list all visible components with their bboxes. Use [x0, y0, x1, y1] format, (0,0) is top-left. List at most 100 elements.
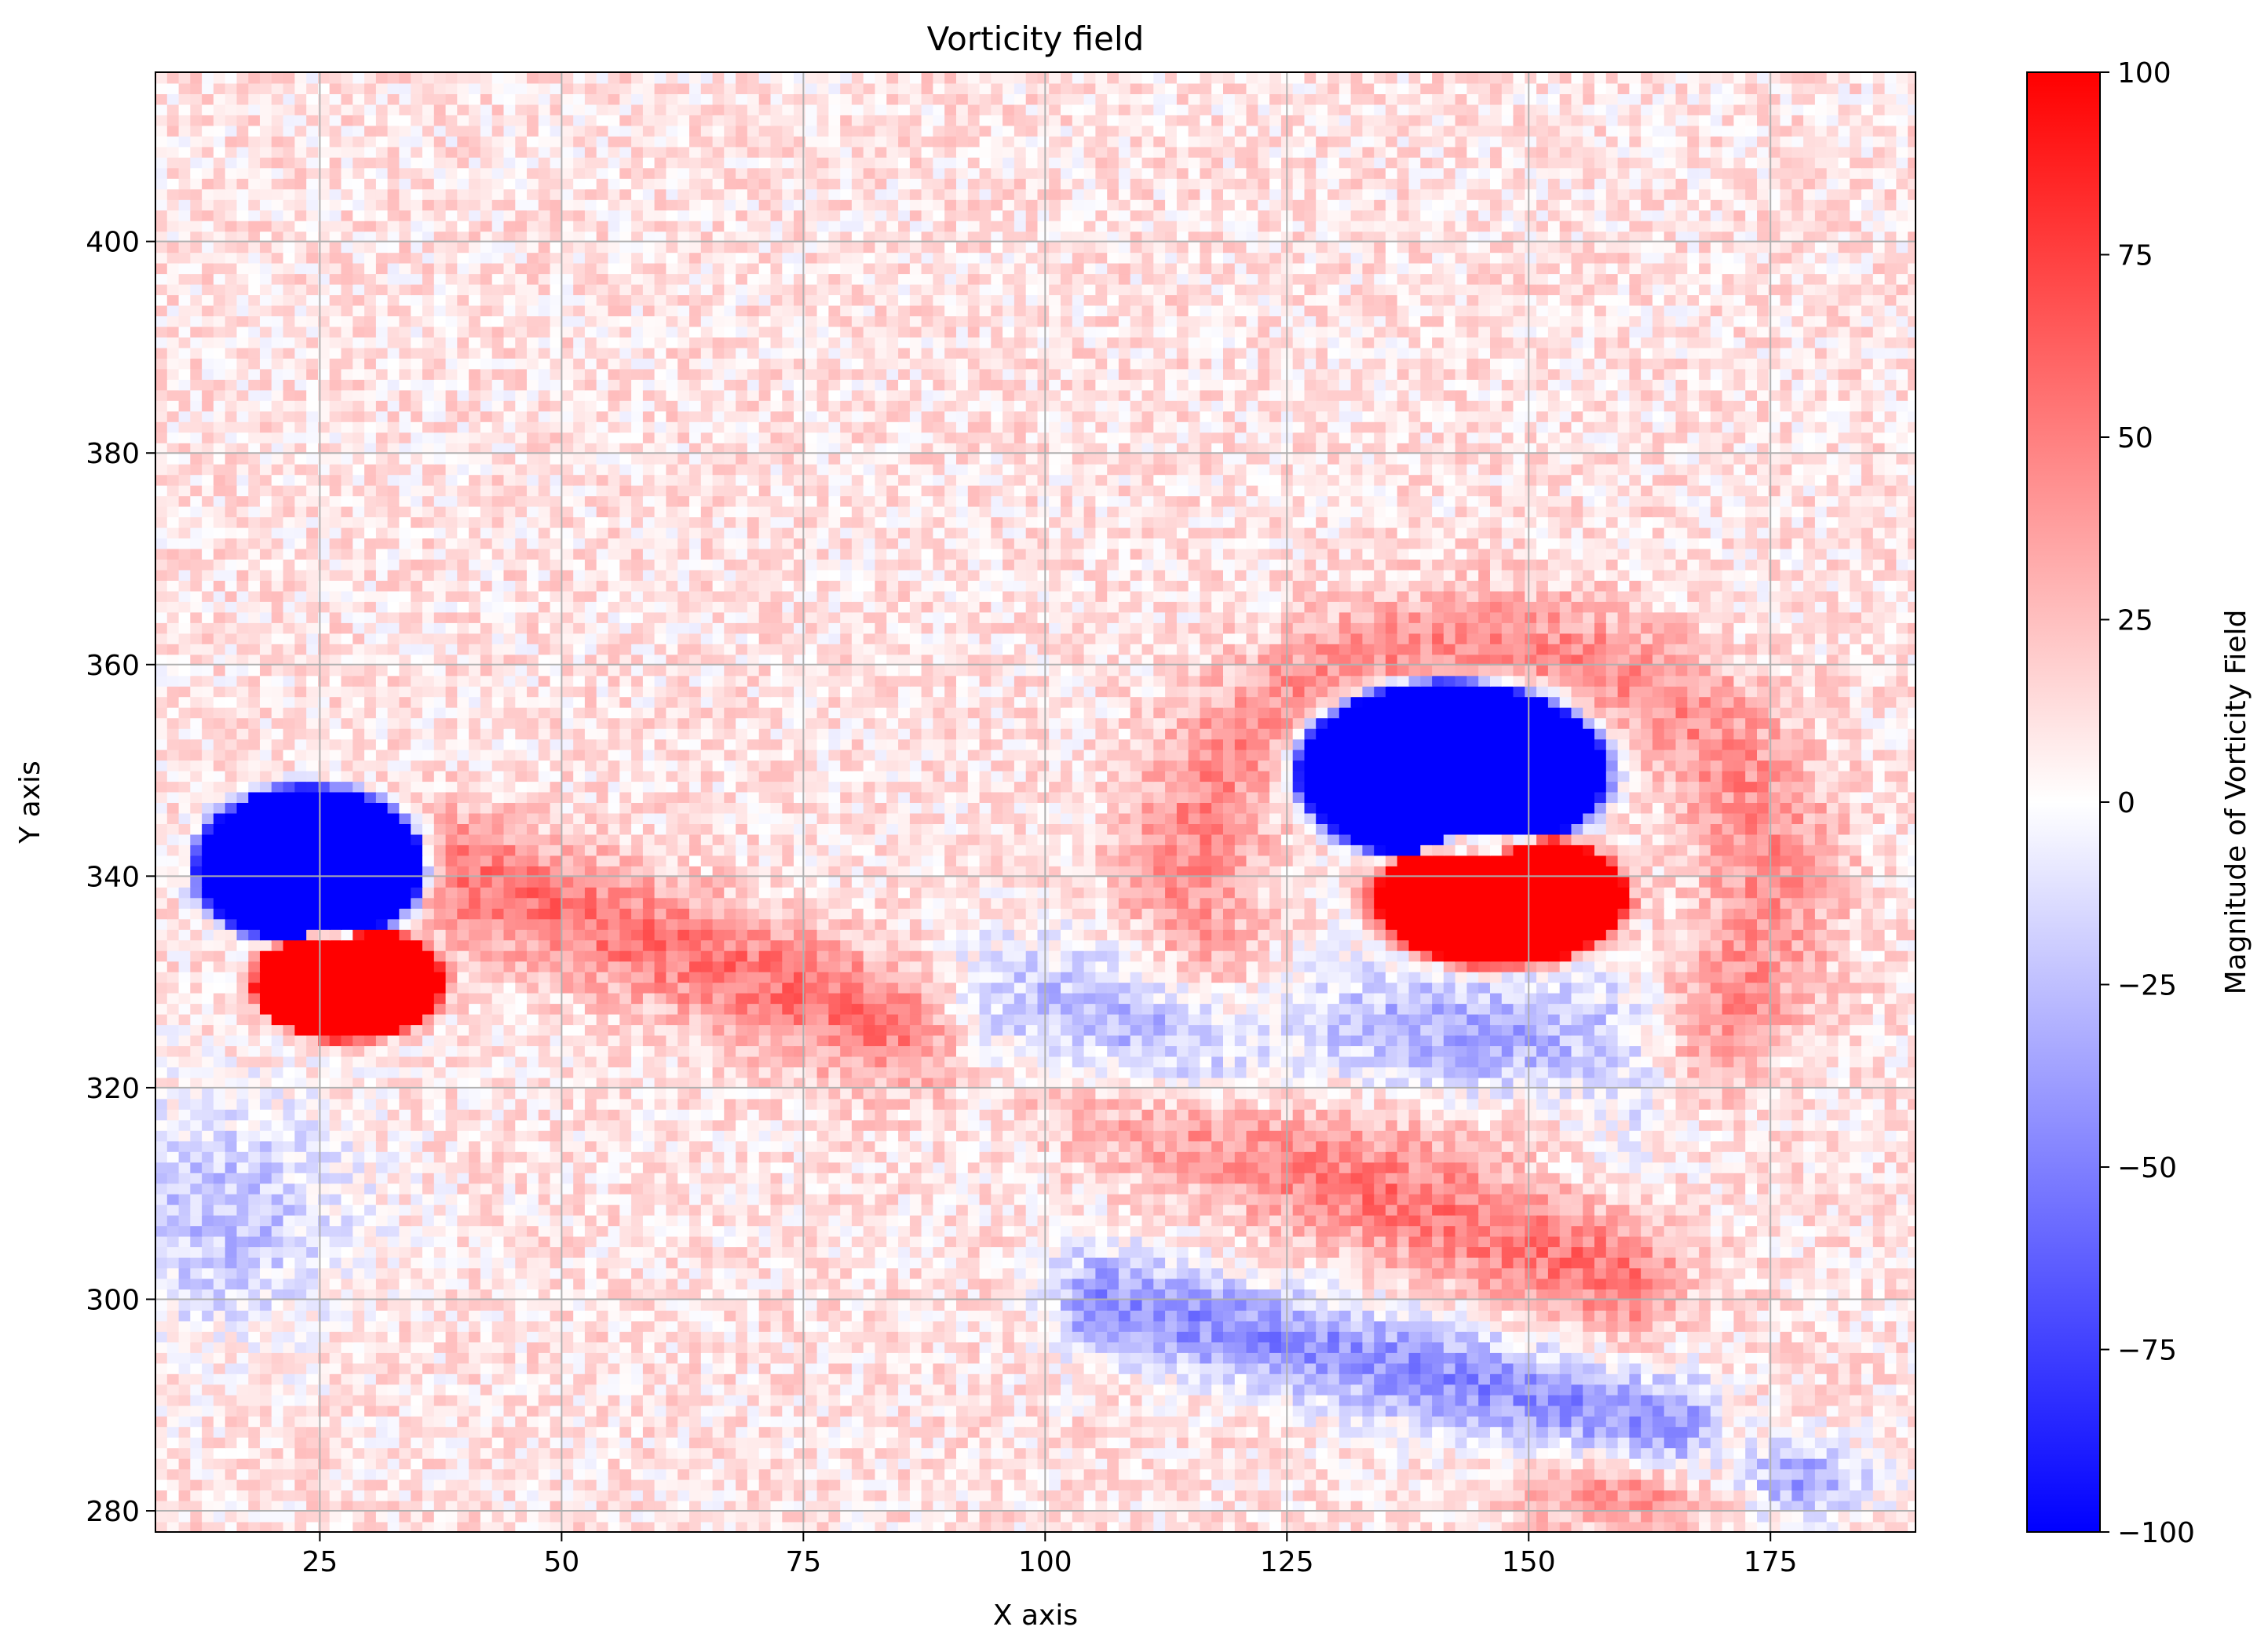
heatmap-cell	[202, 1194, 214, 1205]
heatmap-cell	[341, 1511, 354, 1523]
heatmap-cell	[1618, 1352, 1631, 1364]
heatmap-cell	[1374, 1405, 1386, 1417]
heatmap-cell	[655, 1236, 667, 1248]
heatmap-cell	[1444, 1300, 1456, 1311]
heatmap-cell	[655, 1395, 667, 1406]
heatmap-cell	[190, 1246, 203, 1258]
heatmap-cell	[1223, 1246, 1236, 1258]
heatmap-cell	[539, 1511, 551, 1523]
heatmap-cell	[597, 1479, 609, 1491]
heatmap-cell	[1095, 1479, 1108, 1491]
heatmap-cell	[1745, 1511, 1758, 1523]
heatmap-cell	[1038, 1511, 1050, 1523]
heatmap-cell	[1490, 1352, 1503, 1364]
heatmap-cell	[1687, 1278, 1700, 1290]
heatmap-cell	[1873, 1405, 1886, 1417]
heatmap-cell	[399, 1384, 411, 1395]
heatmap-cell	[1200, 1300, 1212, 1311]
heatmap-cell	[1107, 1183, 1119, 1195]
heatmap-cell	[1339, 1204, 1352, 1216]
heatmap-cell	[1386, 1490, 1398, 1501]
heatmap-cell	[1107, 1384, 1119, 1395]
heatmap-cell	[597, 1501, 609, 1512]
heatmap-cell	[376, 1416, 389, 1428]
heatmap-cell	[794, 1278, 806, 1290]
heatmap-cell	[1316, 1437, 1328, 1449]
heatmap-cell	[875, 1458, 888, 1470]
heatmap-cell	[504, 1225, 517, 1237]
heatmap-cell	[376, 1341, 389, 1353]
heatmap-cell	[585, 1246, 597, 1258]
heatmap-cell	[1316, 1384, 1328, 1395]
heatmap-cell	[1618, 1246, 1631, 1258]
heatmap-cell	[225, 1320, 238, 1332]
heatmap-cell	[1791, 1246, 1804, 1258]
heatmap-cell	[1084, 1352, 1097, 1364]
heatmap-cell	[1722, 1468, 1735, 1480]
heatmap-cell	[1583, 1194, 1595, 1205]
heatmap-cell	[1130, 1437, 1143, 1449]
heatmap-cell	[1908, 1204, 1920, 1216]
heatmap-cell	[1885, 1320, 1897, 1332]
heatmap-cell	[1687, 1183, 1700, 1195]
heatmap-cell	[1653, 1331, 1665, 1343]
heatmap-cell	[1791, 1362, 1804, 1374]
heatmap-cell	[248, 1447, 261, 1459]
heatmap-cell	[1815, 1267, 1828, 1279]
heatmap-cell	[1049, 1362, 1061, 1374]
heatmap-cell	[1455, 1289, 1468, 1300]
heatmap-cell	[980, 1501, 992, 1512]
heatmap-cell	[1003, 1267, 1015, 1279]
heatmap-cell	[956, 1490, 969, 1501]
heatmap-cell	[1211, 1468, 1224, 1480]
heatmap-cell	[655, 1246, 667, 1258]
heatmap-cell	[573, 1501, 586, 1512]
heatmap-cell	[794, 1416, 806, 1428]
heatmap-cell	[480, 1204, 493, 1216]
heatmap-cell	[1339, 1501, 1352, 1512]
heatmap-cell	[1722, 1225, 1735, 1237]
heatmap-cell	[886, 1479, 899, 1491]
heatmap-cell	[1861, 1405, 1874, 1417]
heatmap-cell	[561, 1437, 574, 1449]
heatmap-cell	[1200, 1490, 1212, 1501]
heatmap-cell	[179, 1447, 192, 1459]
heatmap-cell	[1409, 1267, 1422, 1279]
heatmap-cell	[1305, 1183, 1317, 1195]
heatmap-cell	[1397, 1405, 1410, 1417]
heatmap-cell	[1061, 1362, 1073, 1374]
heatmap-cell	[1548, 1352, 1561, 1364]
heatmap-cell	[585, 1405, 597, 1417]
heatmap-cell	[631, 1278, 644, 1290]
heatmap-cell	[828, 1468, 841, 1480]
heatmap-cell	[736, 1447, 748, 1459]
heatmap-cell	[852, 1257, 864, 1269]
heatmap-cell	[898, 1183, 911, 1195]
heatmap-cell	[341, 1320, 354, 1332]
heatmap-cell	[1189, 1204, 1201, 1216]
heatmap-cell	[1560, 1289, 1572, 1300]
heatmap-cell	[631, 1479, 644, 1491]
heatmap-cell	[1328, 1300, 1340, 1311]
heatmap-cell	[1247, 1490, 1259, 1501]
heatmap-cell	[1699, 1362, 1711, 1374]
heatmap-cell	[922, 1341, 934, 1353]
heatmap-cell	[1362, 1215, 1375, 1227]
heatmap-cell	[1200, 1183, 1212, 1195]
heatmap-cell	[944, 1522, 957, 1534]
heatmap-cell	[1269, 1490, 1282, 1501]
heatmap-cell	[550, 1416, 563, 1428]
heatmap-cell	[585, 1183, 597, 1195]
heatmap-cell	[1815, 1405, 1828, 1417]
heatmap-cell	[527, 1289, 539, 1300]
heatmap-cell	[677, 1395, 690, 1406]
heatmap-cell	[1803, 1458, 1816, 1470]
heatmap-cell	[1850, 1522, 1862, 1534]
heatmap-cell	[1339, 1447, 1352, 1459]
heatmap-cell	[1850, 1257, 1862, 1269]
heatmap-cell	[1189, 1246, 1201, 1258]
heatmap-cell	[515, 1490, 528, 1501]
heatmap-cell	[1362, 1331, 1375, 1343]
heatmap-cell	[1653, 1289, 1665, 1300]
heatmap-cell	[1119, 1395, 1131, 1406]
